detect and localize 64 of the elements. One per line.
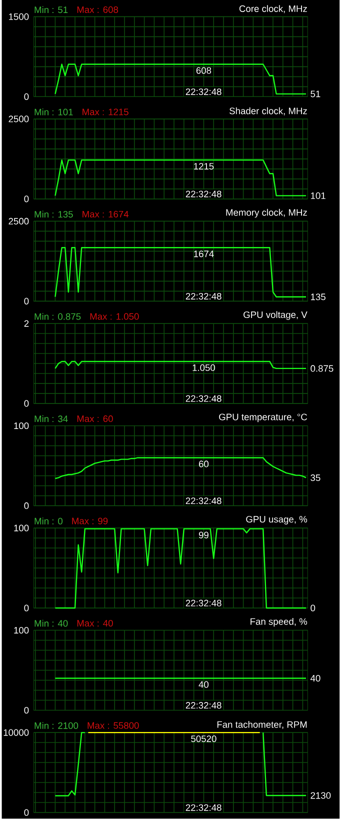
annotation: 22:32:48: [186, 804, 222, 811]
annotation: 99: [199, 532, 209, 538]
annotation: 1.050: [192, 364, 216, 371]
text: Max : 608: [78, 6, 118, 13]
chart-title: Fan speed, %: [250, 618, 308, 627]
text: Max : 1215: [82, 108, 129, 116]
text: 35: [310, 474, 320, 482]
y-tick-label: 0: [24, 400, 29, 407]
annotation: 22:32:48: [186, 702, 222, 709]
text: 101: [311, 192, 326, 199]
annotation: 22:32:48: [186, 395, 222, 402]
chart-title: GPU voltage, V: [244, 311, 308, 320]
y-tick-label: 100: [14, 524, 29, 532]
text: Min : 101: [34, 108, 73, 116]
text: Min : 34: [34, 415, 68, 422]
chart-title: Shader clock, MHz: [230, 107, 308, 116]
y-tick-label: 0: [24, 196, 29, 202]
text: Max : 60: [78, 415, 114, 422]
y-tick-label: 0: [24, 809, 29, 816]
text: 51: [310, 90, 320, 98]
y-tick-label: 0: [24, 502, 29, 510]
text: Max : 55800: [88, 722, 140, 729]
annotation: 22:32:48: [186, 498, 222, 504]
text: 135: [311, 294, 326, 300]
annotation: 1215: [194, 163, 214, 170]
text: Min : 2100: [34, 722, 78, 729]
text: Min : 0.875: [34, 313, 81, 320]
y-tick-label: 2500: [8, 116, 29, 122]
y-tick-label: 2500: [8, 218, 29, 224]
text: Max : 1674: [82, 210, 129, 218]
text: Min : 0: [34, 518, 63, 524]
annotation: 22:32:48: [186, 600, 222, 606]
chart-title: GPU usage, %: [246, 516, 308, 524]
annotation: 22:32:48: [186, 190, 222, 198]
text: 2130: [310, 792, 331, 799]
annotation: 22:32:48: [186, 292, 222, 300]
annotation: 1674: [194, 250, 214, 258]
annotation: 60: [199, 460, 209, 468]
y-tick-label: 0: [24, 604, 29, 612]
text: 40: [310, 674, 320, 682]
annotation: 50520: [191, 735, 216, 742]
annotation: 22:32:48: [186, 88, 222, 96]
text: Min : 40: [34, 620, 68, 627]
y-tick-label: 0: [24, 93, 29, 100]
y-tick-label: 1500: [9, 13, 29, 20]
y-tick-label: 2: [24, 320, 29, 327]
chart-title: Memory clock, MHz: [226, 208, 308, 218]
annotation: 40: [198, 681, 209, 688]
chart-title: Fan tachometer, RPM: [218, 720, 307, 729]
chart-title: GPU temperature, °C: [219, 414, 308, 422]
text: Min : 51: [34, 6, 68, 14]
text: 0.875: [310, 365, 334, 372]
y-tick-label: 100: [14, 626, 29, 634]
text: Min : 135: [34, 210, 74, 218]
chart-title: Core clock, MHz: [240, 5, 308, 14]
text: Max : 1.050: [90, 313, 140, 320]
y-tick-label: 0: [24, 298, 29, 304]
y-tick-label: 10000: [4, 729, 29, 736]
y-tick-label: 100: [14, 422, 29, 430]
annotation: 608: [196, 67, 212, 74]
text: 0: [310, 604, 316, 612]
text: Max : 40: [78, 620, 114, 627]
y-tick-label: 0: [24, 706, 29, 714]
text: Max : 99: [72, 518, 108, 524]
